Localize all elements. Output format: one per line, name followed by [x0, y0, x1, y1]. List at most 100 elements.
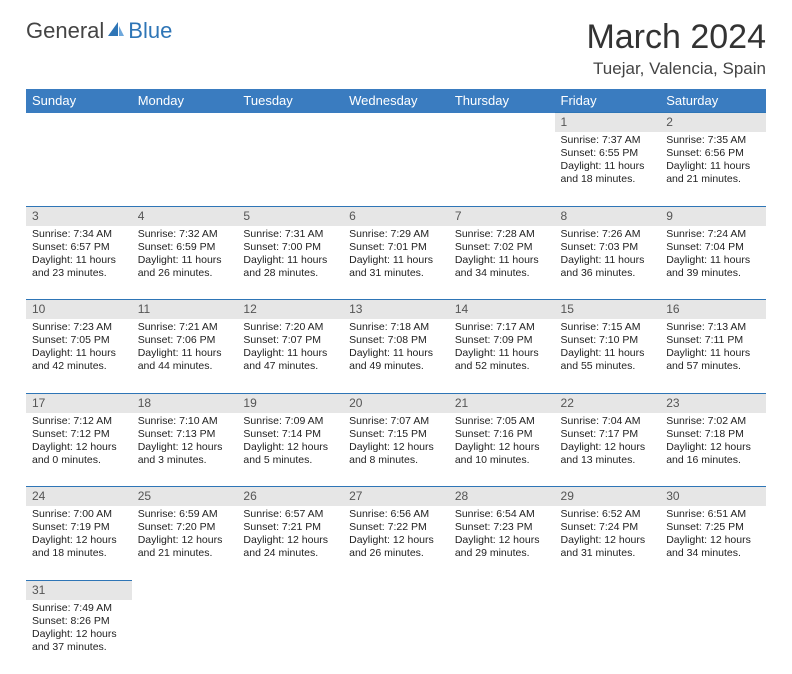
day-detail-cell: [237, 132, 343, 206]
day-detail-row: Sunrise: 7:49 AMSunset: 8:26 PMDaylight:…: [26, 600, 766, 674]
sunset-text: Sunset: 7:25 PM: [666, 521, 760, 534]
day-number-cell: [449, 580, 555, 600]
sunrise-text: Sunrise: 7:34 AM: [32, 228, 126, 241]
day-number-row: 24252627282930: [26, 487, 766, 507]
day-detail-cell: Sunrise: 7:17 AMSunset: 7:09 PMDaylight:…: [449, 319, 555, 393]
daylight-text: Daylight: 11 hours: [666, 160, 760, 173]
calendar-table: Sunday Monday Tuesday Wednesday Thursday…: [26, 89, 766, 674]
day-number-cell: 12: [237, 300, 343, 320]
day-detail-cell: Sunrise: 6:51 AMSunset: 7:25 PMDaylight:…: [660, 506, 766, 580]
daylight-text: Daylight: 12 hours: [138, 534, 232, 547]
daylight-text: and 44 minutes.: [138, 360, 232, 373]
day-detail-cell: [660, 600, 766, 674]
sunset-text: Sunset: 7:05 PM: [32, 334, 126, 347]
daylight-text: Daylight: 12 hours: [561, 441, 655, 454]
daylight-text: Daylight: 11 hours: [138, 254, 232, 267]
daylight-text: Daylight: 11 hours: [138, 347, 232, 360]
daylight-text: Daylight: 12 hours: [455, 441, 549, 454]
sunrise-text: Sunrise: 7:12 AM: [32, 415, 126, 428]
sunrise-text: Sunrise: 6:56 AM: [349, 508, 443, 521]
day-number-cell: 27: [343, 487, 449, 507]
daylight-text: Daylight: 11 hours: [455, 254, 549, 267]
daylight-text: Daylight: 12 hours: [32, 534, 126, 547]
day-number-cell: [237, 113, 343, 133]
sunset-text: Sunset: 7:11 PM: [666, 334, 760, 347]
sunrise-text: Sunrise: 7:37 AM: [561, 134, 655, 147]
day-number-row: 31: [26, 580, 766, 600]
sunrise-text: Sunrise: 6:51 AM: [666, 508, 760, 521]
day-number-cell: 23: [660, 393, 766, 413]
daylight-text: and 26 minutes.: [349, 547, 443, 560]
day-detail-cell: Sunrise: 7:23 AMSunset: 7:05 PMDaylight:…: [26, 319, 132, 393]
daylight-text: and 47 minutes.: [243, 360, 337, 373]
day-number-cell: 21: [449, 393, 555, 413]
sunset-text: Sunset: 7:00 PM: [243, 241, 337, 254]
sunrise-text: Sunrise: 7:20 AM: [243, 321, 337, 334]
day-detail-cell: [132, 600, 238, 674]
sunrise-text: Sunrise: 7:17 AM: [455, 321, 549, 334]
day-number-cell: 31: [26, 580, 132, 600]
daylight-text: Daylight: 11 hours: [243, 254, 337, 267]
sunset-text: Sunset: 6:55 PM: [561, 147, 655, 160]
day-number-cell: [449, 113, 555, 133]
day-detail-cell: Sunrise: 7:13 AMSunset: 7:11 PMDaylight:…: [660, 319, 766, 393]
day-number-cell: [555, 580, 661, 600]
daylight-text: and 23 minutes.: [32, 267, 126, 280]
daylight-text: Daylight: 11 hours: [349, 347, 443, 360]
day-number-cell: 2: [660, 113, 766, 133]
day-detail-cell: Sunrise: 7:26 AMSunset: 7:03 PMDaylight:…: [555, 226, 661, 300]
sunset-text: Sunset: 7:15 PM: [349, 428, 443, 441]
daylight-text: Daylight: 12 hours: [666, 441, 760, 454]
daylight-text: Daylight: 11 hours: [32, 347, 126, 360]
daylight-text: Daylight: 12 hours: [32, 628, 126, 641]
day-detail-cell: Sunrise: 7:32 AMSunset: 6:59 PMDaylight:…: [132, 226, 238, 300]
daylight-text: and 34 minutes.: [455, 267, 549, 280]
daylight-text: and 52 minutes.: [455, 360, 549, 373]
sunrise-text: Sunrise: 7:02 AM: [666, 415, 760, 428]
sunset-text: Sunset: 7:13 PM: [138, 428, 232, 441]
day-number-cell: 15: [555, 300, 661, 320]
daylight-text: and 3 minutes.: [138, 454, 232, 467]
day-number-cell: 14: [449, 300, 555, 320]
sunrise-text: Sunrise: 7:05 AM: [455, 415, 549, 428]
sunset-text: Sunset: 7:24 PM: [561, 521, 655, 534]
day-number-cell: 20: [343, 393, 449, 413]
day-detail-cell: Sunrise: 6:54 AMSunset: 7:23 PMDaylight:…: [449, 506, 555, 580]
day-number-cell: 24: [26, 487, 132, 507]
day-number-cell: 18: [132, 393, 238, 413]
sunrise-text: Sunrise: 7:07 AM: [349, 415, 443, 428]
day-detail-cell: [449, 132, 555, 206]
weekday-header: Tuesday: [237, 89, 343, 113]
sunrise-text: Sunrise: 7:49 AM: [32, 602, 126, 615]
day-detail-row: Sunrise: 7:12 AMSunset: 7:12 PMDaylight:…: [26, 413, 766, 487]
sunset-text: Sunset: 6:56 PM: [666, 147, 760, 160]
sunset-text: Sunset: 7:06 PM: [138, 334, 232, 347]
day-number-cell: 30: [660, 487, 766, 507]
sunrise-text: Sunrise: 7:23 AM: [32, 321, 126, 334]
daylight-text: and 34 minutes.: [666, 547, 760, 560]
day-number-row: 12: [26, 113, 766, 133]
sunset-text: Sunset: 8:26 PM: [32, 615, 126, 628]
sunrise-text: Sunrise: 7:31 AM: [243, 228, 337, 241]
sunset-text: Sunset: 7:02 PM: [455, 241, 549, 254]
day-number-cell: 26: [237, 487, 343, 507]
day-detail-cell: Sunrise: 7:12 AMSunset: 7:12 PMDaylight:…: [26, 413, 132, 487]
day-detail-cell: Sunrise: 7:20 AMSunset: 7:07 PMDaylight:…: [237, 319, 343, 393]
sunset-text: Sunset: 7:19 PM: [32, 521, 126, 534]
sunset-text: Sunset: 7:10 PM: [561, 334, 655, 347]
daylight-text: Daylight: 11 hours: [666, 347, 760, 360]
daylight-text: Daylight: 12 hours: [138, 441, 232, 454]
day-detail-cell: Sunrise: 7:02 AMSunset: 7:18 PMDaylight:…: [660, 413, 766, 487]
logo-text-2: Blue: [128, 18, 172, 44]
sunset-text: Sunset: 6:59 PM: [138, 241, 232, 254]
sunset-text: Sunset: 7:09 PM: [455, 334, 549, 347]
day-number-cell: [132, 113, 238, 133]
day-number-cell: [237, 580, 343, 600]
daylight-text: and 10 minutes.: [455, 454, 549, 467]
sunset-text: Sunset: 7:23 PM: [455, 521, 549, 534]
page-title: March 2024: [586, 18, 766, 57]
weekday-header: Sunday: [26, 89, 132, 113]
day-detail-cell: Sunrise: 7:34 AMSunset: 6:57 PMDaylight:…: [26, 226, 132, 300]
day-detail-cell: Sunrise: 7:09 AMSunset: 7:14 PMDaylight:…: [237, 413, 343, 487]
daylight-text: Daylight: 12 hours: [455, 534, 549, 547]
